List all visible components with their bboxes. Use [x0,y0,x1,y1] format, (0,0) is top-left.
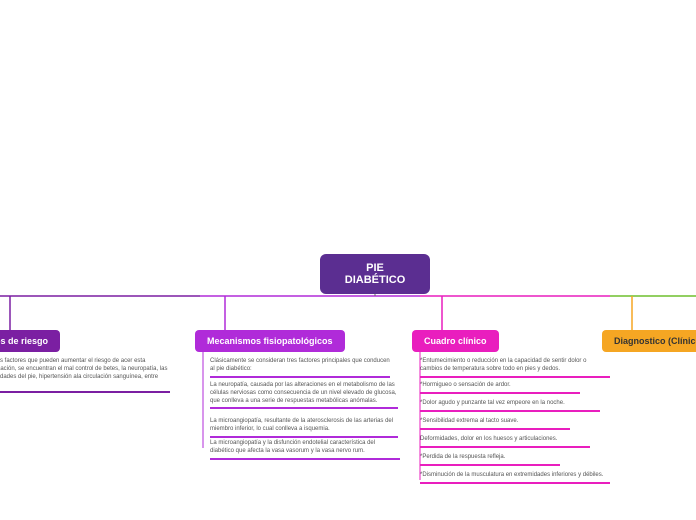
leaf-b1-1: La neuropatía, causada por las alteracio… [210,382,398,409]
branch-b0: res de riesgo [0,330,60,352]
leaf-b2-3: *Sensibilidad extrema al tacto suave. [420,418,570,430]
leaf-b2-4: Deformidades, dolor en los huesos y arti… [420,436,590,448]
branch-b3: Diagnostico (Clínico , etc) [602,330,696,352]
leaf-b1-3: La microangiopatía y la disfunción endot… [210,440,400,460]
root-label: PIE DIABÉTICO [345,262,406,286]
branch-b1: Mecanismos fisiopatológicos [195,330,345,352]
leaf-b1-0: Clásicamente se consideran tres factores… [210,358,390,378]
root-node: PIE DIABÉTICO [320,254,430,294]
leaf-b2-2: *Dolor agudo y punzante tal vez empeore … [420,400,600,412]
leaf-b2-5: *Perdida de la respuesta refleja. [420,454,560,466]
leaf-b0-0: ro de los factores que pueden aumentar e… [0,358,170,393]
leaf-b1-2: La microangiopatía, resultante de la ate… [210,418,398,438]
leaf-b2-1: *Hormigueo o sensación de ardor. [420,382,580,394]
branch-b2: Cuadro clínico [412,330,499,352]
leaf-b2-6: *Disminución de la musculatura en extrem… [420,472,610,484]
leaf-b2-0: *Entumecimiento o reducción en la capaci… [420,358,610,378]
